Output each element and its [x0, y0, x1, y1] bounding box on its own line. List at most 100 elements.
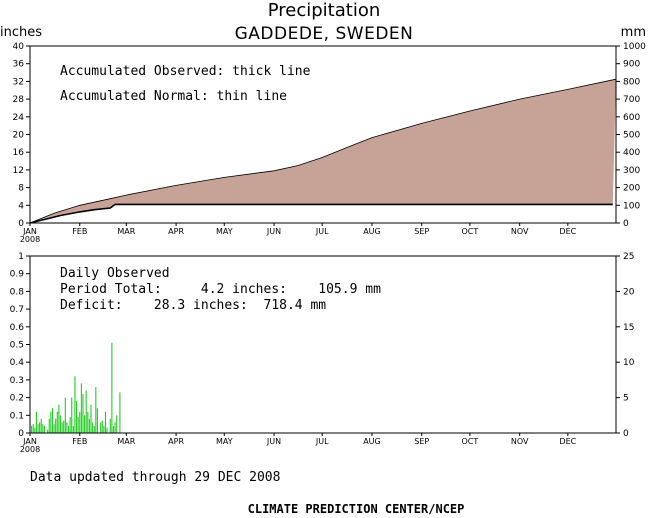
daily-bar	[72, 425, 74, 433]
daily-bar	[95, 386, 97, 433]
x-axis-month-label: JUN	[266, 227, 281, 236]
left-axis-tick-label: 20	[13, 131, 25, 141]
daily-bar	[106, 427, 108, 433]
accumulated-panel: 0481216202428323640010020030040050060070…	[13, 42, 647, 244]
daily-bar	[103, 425, 105, 433]
right-axis-tick-label: 300	[623, 166, 640, 176]
daily-bar	[51, 408, 54, 433]
x-axis-month-label: AUG	[363, 227, 381, 236]
x-axis-month-label: JUL	[315, 437, 329, 446]
accumulated-normal-line	[29, 78, 617, 224]
left-axis-tick-label: 32	[13, 77, 24, 87]
chart-title: Precipitation	[268, 0, 381, 21]
right-axis-tick-label: 100	[623, 201, 640, 211]
x-axis-month-label: MAR	[117, 227, 135, 236]
right-axis-tick-label: 900	[623, 60, 640, 70]
right-axis-tick-label: 600	[623, 113, 640, 123]
daily-bar	[59, 415, 62, 433]
left-axis-tick-label: 40	[13, 42, 25, 52]
x-axis-month-label: APR	[168, 227, 184, 236]
right-axis-tick-label: 15	[623, 323, 634, 333]
daily-bar	[116, 415, 118, 433]
left-axis-tick-label: 12	[13, 166, 24, 176]
x-axis-month-label: JUL	[315, 227, 329, 236]
daily-bar	[90, 404, 92, 433]
left-axis-tick-label: 24	[13, 113, 25, 123]
x-axis-month-label: JUN	[266, 437, 281, 446]
x-axis-month-label: SEP	[414, 437, 429, 446]
daily-bar	[31, 425, 33, 433]
daily-bar	[37, 424, 39, 433]
daily-bar	[39, 422, 41, 433]
right-axis-tick-label: 700	[623, 95, 640, 105]
daily-bar	[69, 417, 71, 433]
right-axis-tick-label: 1000	[623, 42, 646, 52]
right-axis-tick-label: 25	[623, 252, 634, 262]
daily-bar	[32, 424, 34, 433]
x-axis-month-label: NOV	[511, 227, 529, 236]
left-axis-tick-label: 1	[18, 252, 24, 262]
daily-plot-frame	[29, 255, 617, 434]
daily-bar	[53, 424, 55, 433]
left-axis-tick-label: 0.5	[10, 341, 24, 351]
annotation-observed: Accumulated Observed: thick line	[60, 64, 311, 79]
left-axis-tick-label: 0.8	[10, 287, 25, 297]
daily-bar	[47, 429, 49, 433]
daily-bar	[111, 342, 113, 433]
right-axis-tick-label: 800	[623, 77, 640, 87]
daily-bar	[79, 411, 81, 433]
daily-bar	[92, 422, 94, 433]
daily-bar	[35, 411, 37, 433]
left-axis-tick-label: 36	[13, 60, 25, 70]
daily-bar	[71, 397, 73, 433]
daily-bar	[56, 411, 58, 433]
x-axis-month-label: OCT	[462, 437, 479, 446]
daily-bar	[85, 390, 87, 433]
daily-bar	[63, 420, 65, 433]
daily-bar	[34, 427, 36, 433]
daily-bar	[77, 417, 79, 433]
x-axis-year-label: 2008	[20, 235, 40, 244]
daily-bar	[119, 392, 121, 433]
right-axis-tick-label: 10	[623, 358, 635, 368]
daily-bar	[109, 418, 111, 433]
right-unit-label: mm	[621, 25, 646, 40]
annotation-deficit: Deficit: 28.3 inches: 718.4 mm	[60, 298, 326, 313]
x-axis-month-label: DEC	[559, 227, 576, 236]
daily-bar	[88, 418, 90, 433]
deficit-area	[30, 79, 616, 223]
daily-bar	[93, 425, 95, 433]
daily-bar	[74, 376, 76, 433]
daily-bar	[112, 425, 115, 433]
daily-bar	[66, 422, 68, 433]
daily-bar	[40, 418, 42, 433]
left-axis-tick-label: 8	[18, 184, 24, 194]
left-axis-tick-label: 4	[18, 201, 24, 211]
credit-line: CLIMATE PREDICTION CENTER/NCEP	[248, 502, 465, 516]
left-axis-tick-label: 0.7	[10, 305, 24, 315]
x-axis-month-label: MAR	[117, 437, 135, 446]
daily-panel: 00.10.20.30.40.50.60.70.80.910510152025J…	[10, 252, 635, 454]
right-axis-tick-label: 20	[623, 287, 635, 297]
right-axis-tick-label: 200	[623, 184, 640, 194]
daily-bar	[48, 418, 50, 433]
x-axis-year-label: 2008	[20, 445, 40, 454]
daily-bar	[104, 411, 107, 433]
left-axis-tick-label: 28	[13, 95, 25, 105]
daily-bar	[114, 422, 116, 433]
left-axis-tick-label: 0.4	[10, 358, 25, 368]
x-axis-month-label: AUG	[363, 437, 381, 446]
x-axis-month-label: JAN	[22, 437, 37, 446]
data-updated-note: Data updated through 29 DEC 2008	[30, 470, 280, 485]
x-axis-month-label: OCT	[462, 227, 479, 236]
right-axis-tick-label: 0	[623, 429, 629, 439]
daily-bar	[82, 394, 84, 433]
daily-bar	[42, 424, 44, 433]
right-axis-tick-label: 400	[623, 148, 640, 158]
daily-bar	[43, 425, 45, 433]
accumulated-grid-layer: 0481216202428323640010020030040050060070…	[13, 42, 647, 244]
left-axis-tick-label: 0	[18, 429, 24, 439]
x-axis-month-label: MAY	[216, 437, 233, 446]
daily-bar	[76, 401, 78, 433]
